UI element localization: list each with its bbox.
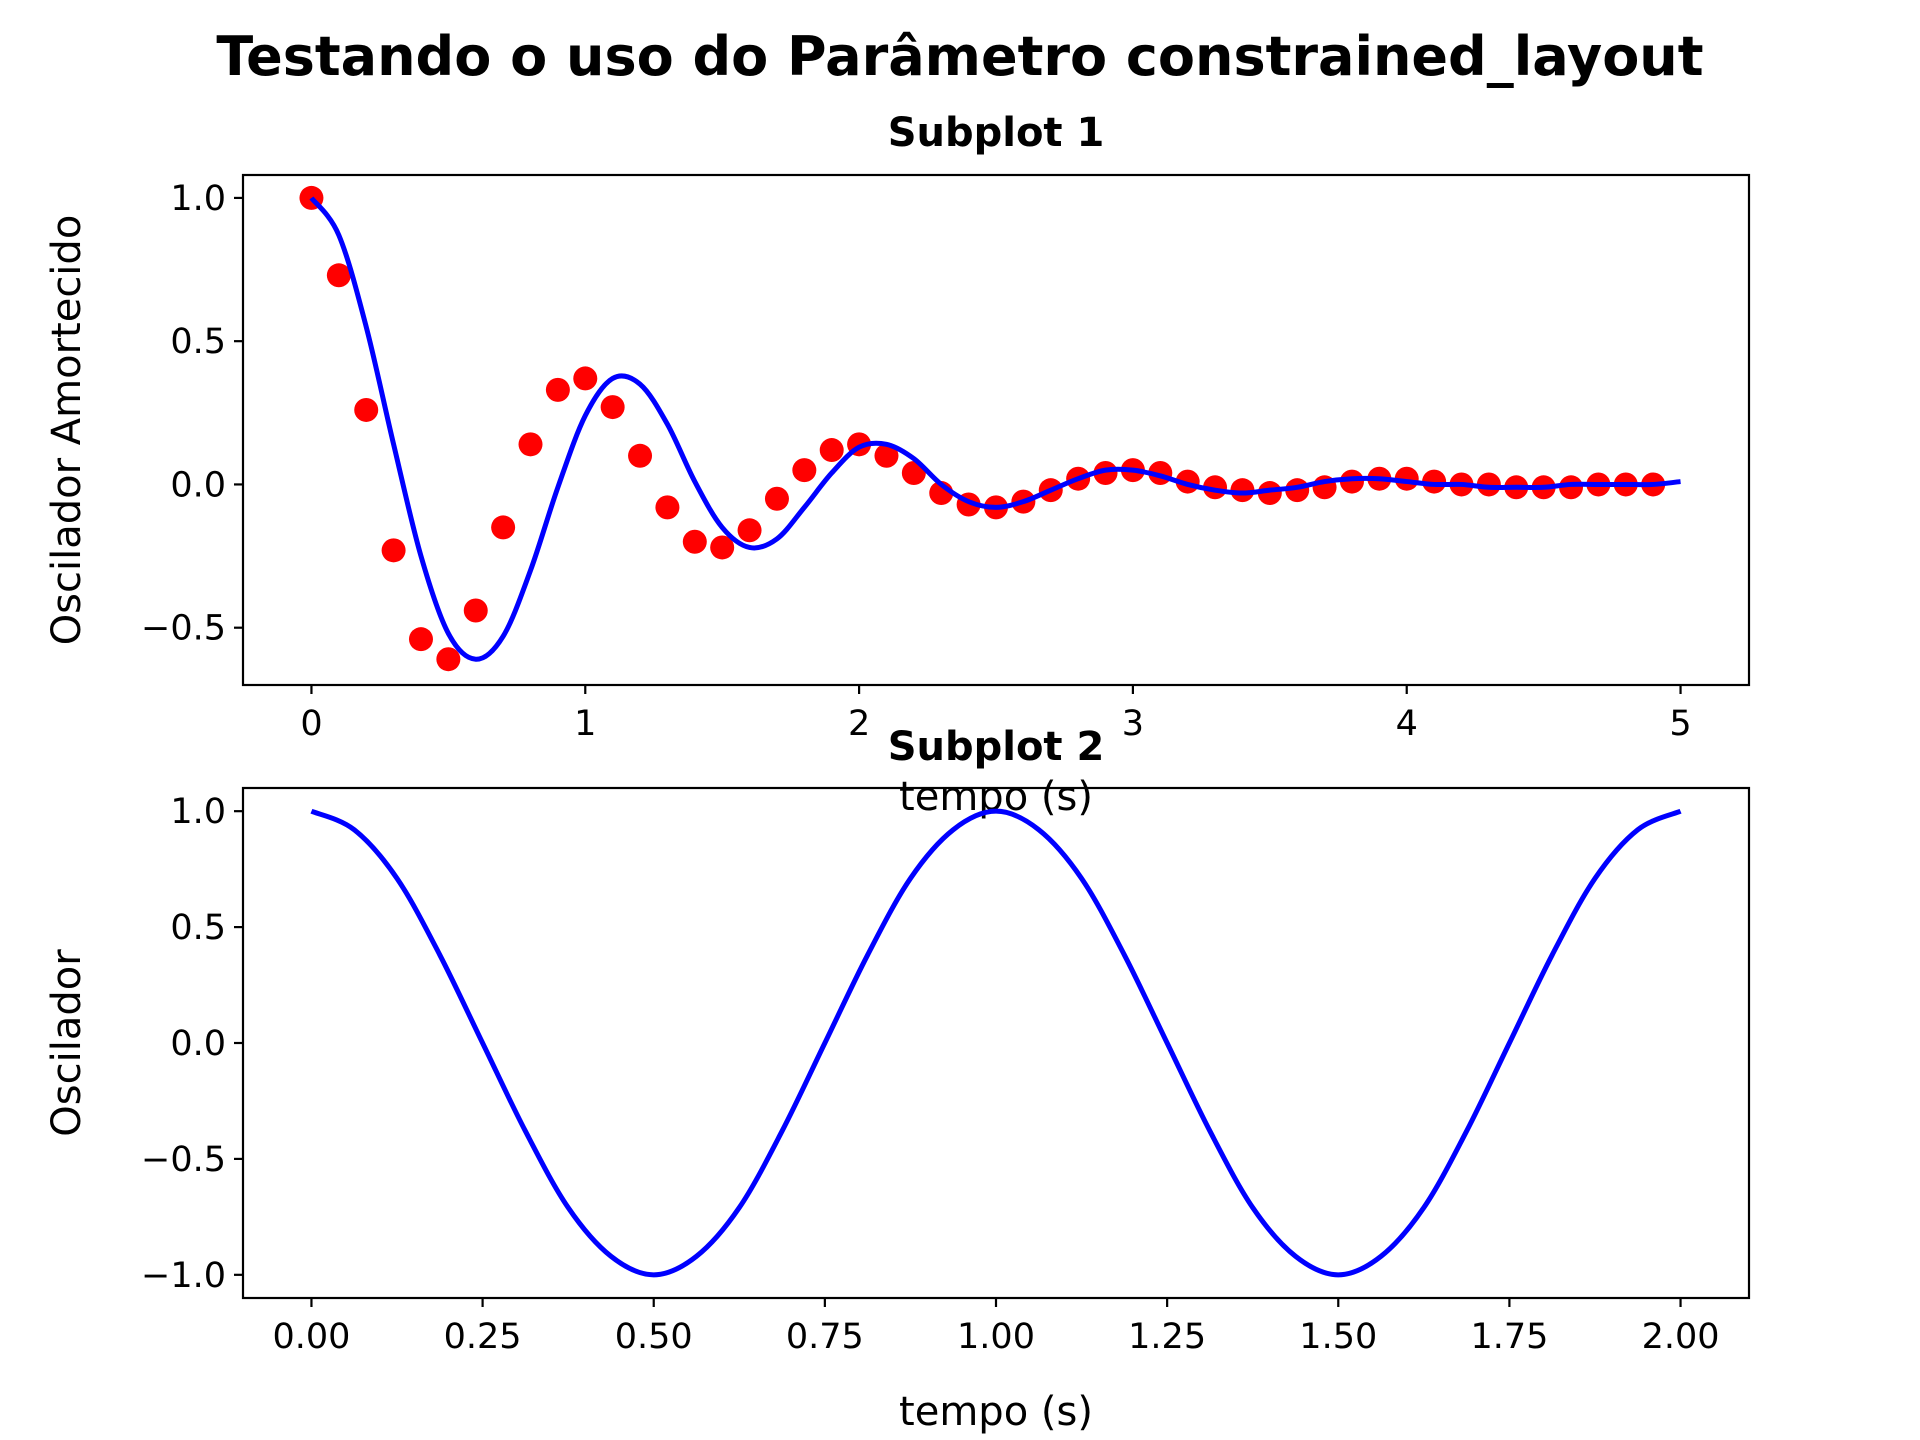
subplot-2-y-tick-label: 0.5: [170, 908, 226, 948]
subplot-2-y-axis-label: Oscilador: [44, 949, 90, 1137]
subplot-1-x-tick-label: 4: [1396, 704, 1418, 744]
subplot-2-x-tick-label: 0.25: [444, 1317, 522, 1357]
subplot-1-y-ticks: −0.5 0.0 0.5 1.0: [141, 179, 243, 649]
subplot-2-y-tick-label: −0.5: [141, 1140, 226, 1180]
subplot-2-x-axis-label: tempo (s): [899, 1389, 1093, 1435]
subplot-1-title: Subplot 1: [888, 110, 1105, 156]
subplot-1-frame: [241, 173, 1751, 687]
subplot-1-data-point: [354, 397, 379, 422]
subplot-1-data-point: [1257, 481, 1282, 506]
subplot-2-x-tick-label: 1.00: [957, 1317, 1035, 1357]
subplot-2-x-tick-label: 2.00: [1642, 1317, 1720, 1357]
subplot-2-x-ticks: 0.00 0.25 0.50 0.75 1.00 1.25 1.50 1.75 2.00: [272, 1298, 1720, 1357]
subplot-1-data-point: [874, 443, 899, 468]
subplot-2: Subplot 2 0.00 0.25 0.50 0.75 1.00 1.25 1.50 1.…: [44, 724, 1751, 1435]
subplot-1-data-point: [682, 529, 707, 554]
subplot-2-series: [310, 808, 1682, 1278]
subplot-2-series-line-1: [310, 808, 1682, 1278]
subplot-1-x-tick-label: 3: [1122, 704, 1144, 744]
subplot-2-x-tick-label: 0.50: [615, 1317, 693, 1357]
subplot-2-x-tick-label: 0.75: [786, 1317, 864, 1357]
subplot-1-series-line-2: [309, 196, 1681, 662]
subplot-1-series: [299, 185, 1681, 672]
subplot-2-y-ticks: −1.0 −0.5 0.0 0.5 1.0: [141, 792, 243, 1296]
subplot-1-data-point: [1422, 469, 1447, 494]
subplot-1-x-tick-label: 2: [848, 704, 870, 744]
subplot-1-x-ticks: 0 1 2 3 4 5: [300, 685, 1692, 744]
subplot-1-data-point: [545, 377, 570, 402]
subplot-1-data-point: [600, 395, 625, 420]
subplot-2-y-tick-label: 0.0: [170, 1024, 226, 1064]
subplot-1-y-tick-label: 1.0: [170, 179, 226, 219]
subplot-1-data-point: [1476, 472, 1501, 497]
subplot-1-data-point: [1230, 478, 1255, 503]
subplot-1-x-tick-label: 0: [300, 704, 322, 744]
subplot-1-data-point: [1339, 469, 1364, 494]
subplot-1-data-point: [737, 518, 762, 543]
subplot-1-data-point: [518, 432, 543, 457]
subplot-1-data-point: [381, 538, 406, 563]
subplot-1-y-tick-label: 0.5: [170, 322, 226, 362]
subplot-1-data-point: [792, 458, 817, 483]
subplot-2-x-tick-label: 0.00: [272, 1317, 350, 1357]
subplot-1-x-tick-label: 1: [574, 704, 596, 744]
subplot-1-data-point: [819, 438, 844, 463]
subplot-2-y-tick-label: −1.0: [141, 1256, 226, 1296]
subplot-1-y-tick-label: −0.5: [141, 609, 226, 649]
subplot-2-x-tick-label: 1.50: [1299, 1317, 1377, 1357]
subplot-1-data-point: [655, 495, 680, 520]
figure-suptitle: Testando o uso do Parâmetro constrained_…: [216, 25, 1703, 88]
subplot-2-x-tick-label: 1.25: [1128, 1317, 1206, 1357]
subplot-1-data-point: [764, 486, 789, 511]
subplot-1-data-point: [1559, 475, 1584, 500]
subplot-1-data-point: [491, 515, 516, 540]
subplot-1-data-point: [326, 263, 351, 288]
subplot-1-data-point: [436, 647, 461, 672]
subplot-2-title: Subplot 2: [888, 724, 1105, 770]
subplot-1-data-point: [573, 366, 598, 391]
subplot-1-data-point: [408, 627, 433, 652]
subplot-2-x-tick-label: 1.75: [1470, 1317, 1548, 1357]
subplot-1-x-tick-label: 5: [1669, 704, 1691, 744]
subplot-1-data-point: [628, 443, 653, 468]
subplot-2-y-tick-label: 1.0: [170, 792, 226, 832]
subplot-1-y-axis-label: Oscilador Amortecido: [44, 215, 90, 646]
subplot-1-data-point: [463, 598, 488, 623]
subplot-1-data-point: [710, 535, 735, 560]
subplot-1-y-tick-label: 0.0: [170, 465, 226, 505]
